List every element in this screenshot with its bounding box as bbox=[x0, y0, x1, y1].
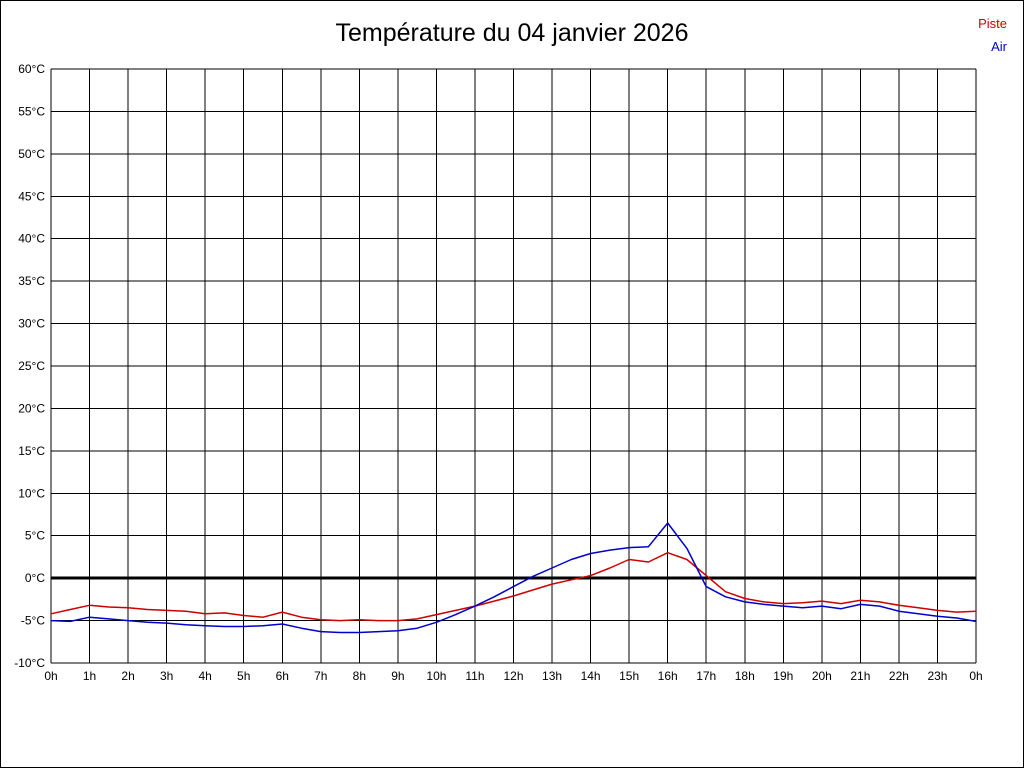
x-tick-label: 18h bbox=[735, 669, 755, 683]
x-tick-label: 15h bbox=[619, 669, 639, 683]
x-tick-label: 5h bbox=[237, 669, 250, 683]
x-tick-label: 6h bbox=[276, 669, 289, 683]
y-tick-label: 35°C bbox=[18, 274, 45, 288]
legend-item-piste: Piste bbox=[978, 16, 1007, 31]
y-tick-label: 10°C bbox=[18, 486, 45, 500]
x-tick-label: 10h bbox=[426, 669, 446, 683]
x-tick-label: 20h bbox=[812, 669, 832, 683]
y-tick-label: 40°C bbox=[18, 232, 45, 246]
y-tick-label: 50°C bbox=[18, 147, 45, 161]
y-tick-label: -5°C bbox=[21, 614, 45, 628]
y-tick-label: -10°C bbox=[14, 656, 45, 670]
y-tick-label: 30°C bbox=[18, 317, 45, 331]
x-tick-label: 12h bbox=[503, 669, 523, 683]
x-tick-label: 4h bbox=[198, 669, 211, 683]
x-tick-label: 14h bbox=[581, 669, 601, 683]
x-tick-label: 1h bbox=[83, 669, 96, 683]
x-tick-label: 13h bbox=[542, 669, 562, 683]
y-tick-label: 60°C bbox=[18, 62, 45, 76]
y-tick-label: 25°C bbox=[18, 359, 45, 373]
x-tick-label: 17h bbox=[696, 669, 716, 683]
series-line-piste bbox=[50, 551, 977, 622]
y-tick-label: 15°C bbox=[18, 444, 45, 458]
y-tick-label: 20°C bbox=[18, 401, 45, 415]
x-tick-label: 19h bbox=[773, 669, 793, 683]
chart-legend: Piste Air bbox=[978, 13, 1007, 59]
x-tick-label: 23h bbox=[927, 669, 947, 683]
x-tick-label: 8h bbox=[353, 669, 366, 683]
x-tick-label: 9h bbox=[391, 669, 404, 683]
series-line-air bbox=[50, 522, 977, 634]
y-tick-label: 5°C bbox=[25, 529, 45, 543]
x-tick-label: 11h bbox=[465, 669, 484, 683]
x-tick-label: 0h bbox=[44, 669, 57, 683]
x-tick-label: 3h bbox=[160, 669, 173, 683]
x-tick-label: 22h bbox=[889, 669, 909, 683]
y-tick-label: 55°C bbox=[18, 104, 45, 118]
chart-title: Température du 04 janvier 2026 bbox=[335, 19, 689, 47]
y-tick-label: 0°C bbox=[25, 571, 45, 585]
x-tick-label: 7h bbox=[314, 669, 327, 683]
x-tick-label: 16h bbox=[658, 669, 678, 683]
y-tick-label: 45°C bbox=[18, 189, 45, 203]
x-tick-label: 0h bbox=[969, 669, 982, 683]
x-tick-label: 2h bbox=[121, 669, 134, 683]
x-tick-label: 21h bbox=[850, 669, 870, 683]
legend-item-air: Air bbox=[991, 38, 1007, 54]
